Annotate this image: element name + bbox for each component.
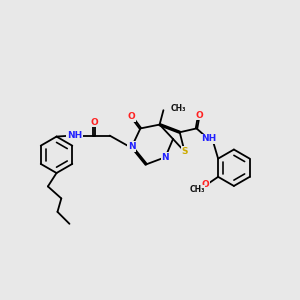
Text: O: O: [128, 112, 136, 122]
Text: O: O: [195, 110, 203, 119]
Text: CH₃: CH₃: [189, 185, 205, 194]
Text: O: O: [90, 118, 98, 127]
Text: NH: NH: [201, 134, 216, 143]
Text: NH: NH: [67, 131, 83, 140]
Text: N: N: [128, 142, 136, 151]
Text: S: S: [181, 147, 188, 156]
Text: N: N: [161, 153, 169, 162]
Text: CH₃: CH₃: [170, 104, 186, 113]
Text: O: O: [202, 179, 209, 188]
